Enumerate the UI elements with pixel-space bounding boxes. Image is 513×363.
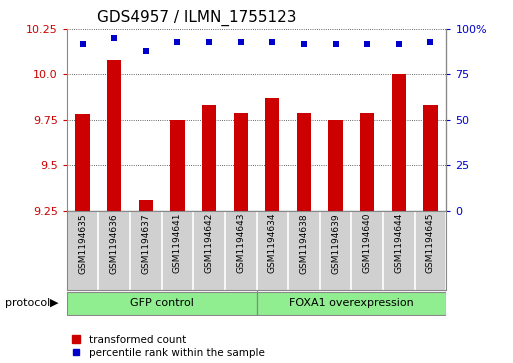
- Point: [426, 39, 435, 45]
- Text: GSM1194641: GSM1194641: [173, 213, 182, 273]
- Bar: [423, 105, 438, 211]
- Text: GSM1194643: GSM1194643: [236, 213, 245, 273]
- Point: [205, 39, 213, 45]
- Text: ▶: ▶: [50, 298, 58, 308]
- Bar: [233, 113, 248, 211]
- Text: GSM1194644: GSM1194644: [394, 213, 403, 273]
- Text: GFP control: GFP control: [130, 298, 193, 308]
- Text: GDS4957 / ILMN_1755123: GDS4957 / ILMN_1755123: [97, 10, 297, 26]
- Bar: [392, 74, 406, 211]
- Text: GSM1194642: GSM1194642: [205, 213, 213, 273]
- Text: GSM1194636: GSM1194636: [110, 213, 119, 274]
- Point: [268, 39, 277, 45]
- Point: [236, 39, 245, 45]
- Point: [173, 39, 182, 45]
- Text: GSM1194639: GSM1194639: [331, 213, 340, 274]
- Text: GSM1194634: GSM1194634: [268, 213, 277, 273]
- Bar: [360, 113, 374, 211]
- Text: FOXA1 overexpression: FOXA1 overexpression: [289, 298, 414, 308]
- Bar: [107, 60, 121, 211]
- Bar: [256, 292, 446, 314]
- Point: [78, 41, 87, 46]
- Text: GSM1194640: GSM1194640: [363, 213, 372, 273]
- Bar: [75, 114, 90, 211]
- Text: GSM1194637: GSM1194637: [141, 213, 150, 274]
- Point: [331, 41, 340, 46]
- Point: [394, 41, 403, 46]
- Bar: [170, 120, 185, 211]
- Bar: [297, 113, 311, 211]
- Bar: [67, 292, 256, 314]
- Text: GSM1194638: GSM1194638: [300, 213, 308, 274]
- Point: [300, 41, 308, 46]
- Text: protocol: protocol: [5, 298, 50, 308]
- Point: [110, 35, 118, 41]
- Bar: [202, 105, 216, 211]
- Point: [142, 48, 150, 54]
- Bar: [328, 120, 343, 211]
- Legend: transformed count, percentile rank within the sample: transformed count, percentile rank withi…: [72, 335, 264, 358]
- Point: [363, 41, 371, 46]
- Bar: [139, 200, 153, 211]
- Text: GSM1194645: GSM1194645: [426, 213, 435, 273]
- Bar: [265, 98, 280, 211]
- Text: GSM1194635: GSM1194635: [78, 213, 87, 274]
